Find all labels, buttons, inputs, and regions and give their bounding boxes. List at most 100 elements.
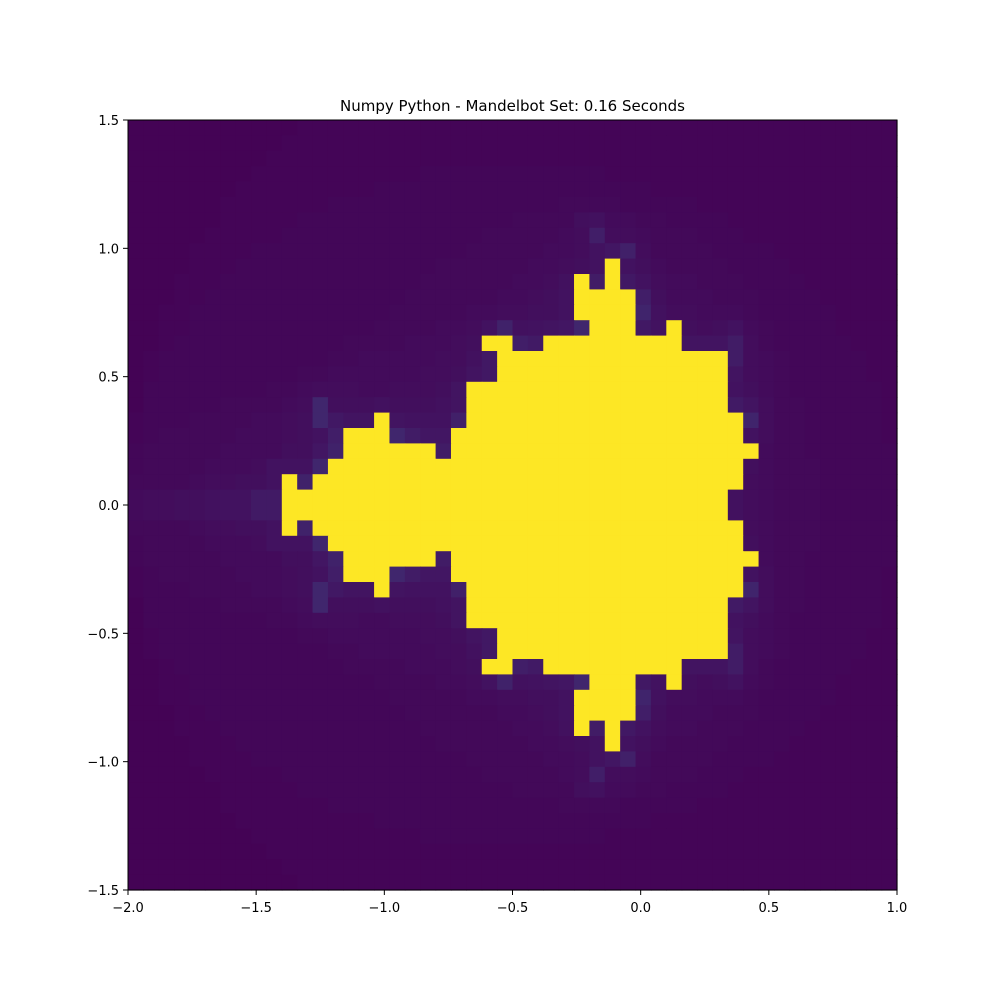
heatmap-cell [389,397,406,414]
heatmap-cell [220,351,237,367]
heatmap-cell [158,120,175,136]
heatmap-cell [435,412,452,429]
heatmap-cell [604,320,621,337]
heatmap-cell [789,243,806,260]
heatmap-cell [220,258,237,275]
heatmap-cell [758,520,775,537]
heatmap-cell [481,582,498,598]
x-tick-label: 1.0 [887,901,908,916]
heatmap-cell [158,289,175,306]
heatmap-cell [266,520,283,537]
heatmap-cell [697,304,714,321]
heatmap-cell [712,150,729,167]
heatmap-cell [435,351,452,367]
heatmap-cell [420,582,437,598]
heatmap-cell [820,705,837,722]
heatmap-cell [297,828,314,845]
heatmap-cell [343,289,360,306]
heatmap-cell [158,274,175,290]
heatmap-cell [204,659,221,675]
heatmap-cell [789,351,806,367]
heatmap-cell [281,828,298,845]
heatmap-cell [697,412,714,429]
heatmap-cell [650,551,667,568]
heatmap-cell [374,320,391,337]
heatmap-cell [174,689,191,706]
heatmap-cell [835,813,852,829]
heatmap-cell [481,397,498,414]
heatmap-cell [343,782,360,799]
heatmap-cell [450,705,467,722]
heatmap-cell [204,212,221,229]
heatmap-cell [635,689,652,706]
heatmap-cell [220,274,237,290]
heatmap-cell [404,166,421,183]
heatmap-cell [312,458,329,475]
heatmap-cell [204,351,221,367]
heatmap-cell [404,628,421,645]
heatmap-cell [404,612,421,629]
heatmap-cell [281,335,298,352]
heatmap-cell [574,181,590,198]
heatmap-cell [650,243,667,260]
heatmap-cell [174,813,191,829]
heatmap-cell [497,628,514,645]
heatmap-cell [681,397,698,414]
heatmap-cell [158,720,175,737]
heatmap-cell [681,166,698,183]
heatmap-cell [681,197,698,213]
heatmap-cell [604,289,621,306]
heatmap-cell [743,289,760,306]
heatmap-cell [512,366,529,383]
heatmap-cell [374,520,391,537]
heatmap-cell [281,520,298,537]
heatmap-cell [174,720,191,737]
heatmap-cell [266,381,283,398]
heatmap-cell [204,243,221,260]
heatmap-cell [789,582,806,598]
heatmap-cell [143,458,160,475]
heatmap-cell [512,227,529,244]
heatmap-cell [835,628,852,645]
heatmap-cell [143,351,160,367]
heatmap-cell [850,843,867,860]
heatmap-cell [789,597,806,614]
heatmap-cell [835,489,852,506]
heatmap-cell [128,843,144,860]
heatmap-cell [650,628,667,645]
heatmap-cell [220,304,237,321]
heatmap-cell [174,551,191,568]
heatmap-cell [666,443,683,460]
heatmap-cell [743,782,760,799]
heatmap-cell [820,212,837,229]
heatmap-cell [266,243,283,260]
heatmap-cell [558,859,575,876]
heatmap-cell [251,150,268,167]
heatmap-cell [804,736,821,752]
heatmap-cell [697,782,714,799]
heatmap-cell [866,243,883,260]
heatmap-cell [527,320,544,337]
heatmap-cell [543,412,560,429]
heatmap-cell [497,197,514,213]
heatmap-cell [758,551,775,568]
heatmap-cell [650,258,667,275]
heatmap-cell [266,197,283,213]
heatmap-cell [881,705,898,722]
heatmap-cell [727,766,744,783]
heatmap-cell [773,551,790,568]
heatmap-cell [820,628,837,645]
heatmap-cell [635,381,652,398]
heatmap-cell [497,689,514,706]
heatmap-cell [281,289,298,306]
heatmap-cell [143,782,160,799]
heatmap-cell [266,766,283,783]
heatmap-cell [558,150,575,167]
heatmap-cell [620,212,637,229]
heatmap-cell [666,197,683,213]
heatmap-cell [174,243,191,260]
heatmap-cell [820,736,837,752]
heatmap-cell [758,874,775,891]
heatmap-cell [481,227,498,244]
heatmap-cell [712,505,729,521]
